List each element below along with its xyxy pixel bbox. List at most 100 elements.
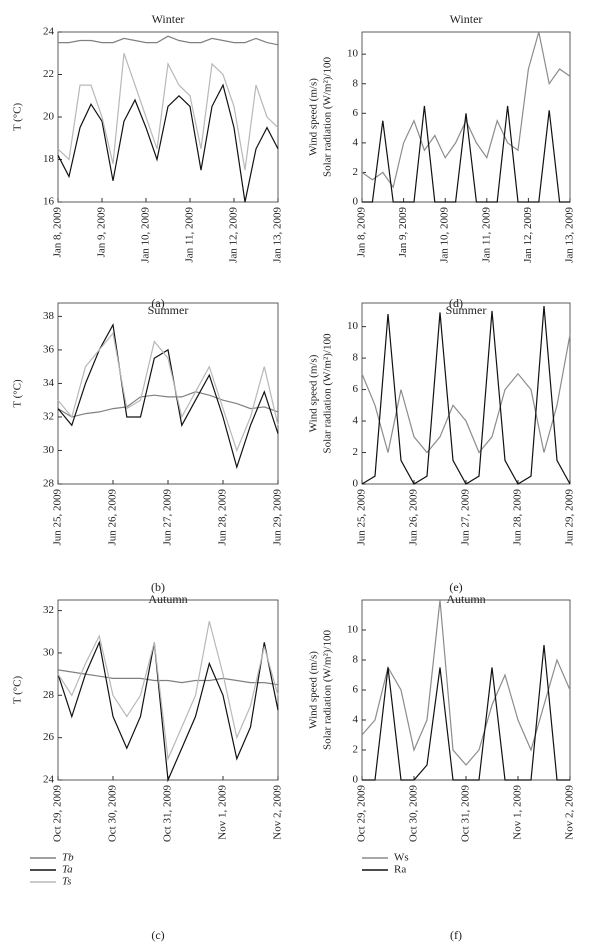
x-tick-label: Jun 25, 2009 (52, 489, 64, 546)
x-tick-label: Jan 12, 2009 (522, 207, 534, 263)
x-tick-label: Jun 25, 2009 (356, 489, 368, 546)
y-tick-label: 26 (43, 731, 55, 743)
legend-label: Ts (62, 876, 71, 888)
panel-title: Autumn (148, 592, 187, 606)
y-axis-label: T (°C) (12, 676, 24, 705)
series-line (57, 640, 279, 783)
x-tick-label: Jan 10, 2009 (439, 207, 451, 263)
y-tick-label: 22 (43, 68, 54, 80)
x-tick-label: Jun 26, 2009 (408, 489, 420, 546)
series-line (361, 334, 571, 454)
y-tick-label: 36 (43, 343, 55, 355)
y-axis-label: T (°C) (12, 379, 24, 408)
x-tick-label: Jan 9, 2009 (397, 207, 409, 258)
x-tick-label: Jan 8, 2009 (356, 207, 368, 258)
panel-caption: (e) (449, 580, 462, 594)
x-tick-label: Jun 29, 2009 (272, 489, 284, 546)
y-tick-label: 32 (43, 410, 54, 422)
y-tick-label: 24 (43, 26, 55, 38)
x-tick-label: Nov 1, 2009 (217, 785, 229, 840)
y-tick-label: 0 (353, 774, 359, 786)
series-line (58, 35, 279, 46)
series-line (57, 669, 279, 686)
panel-title: Summer (446, 303, 487, 317)
series-line (57, 621, 279, 762)
y-tick-label: 4 (353, 415, 359, 427)
y-tick-label: 2 (353, 166, 359, 178)
panel-title: Winter (450, 12, 483, 26)
panel-caption: (b) (151, 580, 165, 594)
y-tick-label: 30 (43, 646, 55, 658)
series-line (361, 599, 571, 766)
legend-label: Ra (394, 864, 406, 876)
y-tick-label: 2 (353, 744, 359, 756)
series-line (57, 391, 279, 418)
x-tick-label: Nov 1, 2009 (512, 785, 524, 840)
y-tick-label: 32 (43, 604, 54, 616)
y-tick-label: 0 (353, 196, 359, 208)
x-tick-label: Jun 28, 2009 (512, 489, 524, 546)
plot-frame (57, 302, 279, 485)
panel-caption: (f) (450, 928, 462, 942)
y-tick-label: 34 (43, 377, 55, 389)
x-tick-label: Jun 26, 2009 (107, 489, 119, 546)
y-tick-label: 8 (353, 654, 359, 666)
x-tick-label: Jan 13, 2009 (272, 207, 284, 263)
series-line (361, 306, 571, 485)
y-axis-label: Solar radiation (W/m²)/100 (322, 333, 334, 453)
x-tick-label: Jan 11, 2009 (184, 207, 196, 263)
y-tick-label: 20 (43, 111, 55, 123)
y-tick-label: 30 (43, 444, 55, 456)
y-tick-label: 10 (347, 48, 359, 60)
plot-frame (57, 599, 279, 781)
x-tick-label: Jan 11, 2009 (480, 207, 492, 263)
x-tick-label: Oct 29, 2009 (52, 785, 64, 843)
x-tick-label: Oct 30, 2009 (408, 785, 420, 843)
y-axis-label: Wind speed (m/s) (308, 354, 320, 432)
x-tick-label: Jun 27, 2009 (162, 489, 174, 546)
x-tick-label: Jan 10, 2009 (140, 207, 152, 263)
y-tick-label: 38 (43, 310, 55, 322)
series-line (361, 31, 571, 189)
series-line (57, 53, 279, 171)
plot-frame (361, 31, 571, 203)
series-line (57, 83, 279, 203)
panel-title: Winter (152, 12, 185, 26)
y-tick-label: 8 (353, 77, 359, 89)
x-tick-label: Oct 31, 2009 (162, 785, 174, 843)
plot-frame (361, 302, 571, 485)
x-tick-label: Jan 9, 2009 (96, 207, 108, 258)
series-line (362, 105, 570, 203)
y-axis-label: Wind speed (m/s) (308, 78, 320, 156)
series-line (57, 322, 279, 470)
y-tick-label: 6 (353, 107, 359, 119)
y-tick-label: 24 (43, 774, 55, 786)
panel-title: Summer (148, 303, 189, 317)
x-tick-label: Oct 29, 2009 (356, 785, 368, 843)
x-tick-label: Jun 28, 2009 (217, 489, 229, 546)
x-tick-label: Nov 2, 2009 (564, 785, 576, 840)
y-tick-label: 10 (347, 624, 359, 636)
y-tick-label: 28 (43, 689, 55, 701)
y-tick-label: 0 (353, 478, 359, 490)
y-axis-label: Solar radiation (W/m²)/100 (322, 57, 334, 177)
plot-frame (57, 31, 279, 203)
x-tick-label: Jan 12, 2009 (228, 207, 240, 263)
y-tick-label: 16 (43, 196, 55, 208)
series-line (362, 644, 570, 781)
x-tick-label: Oct 31, 2009 (460, 785, 472, 843)
x-tick-label: Jan 8, 2009 (52, 207, 64, 258)
x-tick-label: Jan 13, 2009 (564, 207, 576, 263)
panel-title: Autumn (446, 592, 485, 606)
y-tick-label: 6 (353, 383, 359, 395)
x-tick-label: Jun 27, 2009 (460, 489, 472, 546)
legend-label: Ws (394, 852, 409, 864)
x-tick-label: Jun 29, 2009 (564, 489, 576, 546)
y-axis-label: T (°C) (12, 103, 24, 132)
y-tick-label: 8 (353, 352, 359, 364)
y-axis-label: Solar radiation (W/m²)/100 (322, 630, 334, 750)
panel-caption: (c) (151, 928, 164, 942)
y-axis-label: Wind speed (m/s) (308, 651, 320, 729)
y-tick-label: 4 (353, 714, 359, 726)
